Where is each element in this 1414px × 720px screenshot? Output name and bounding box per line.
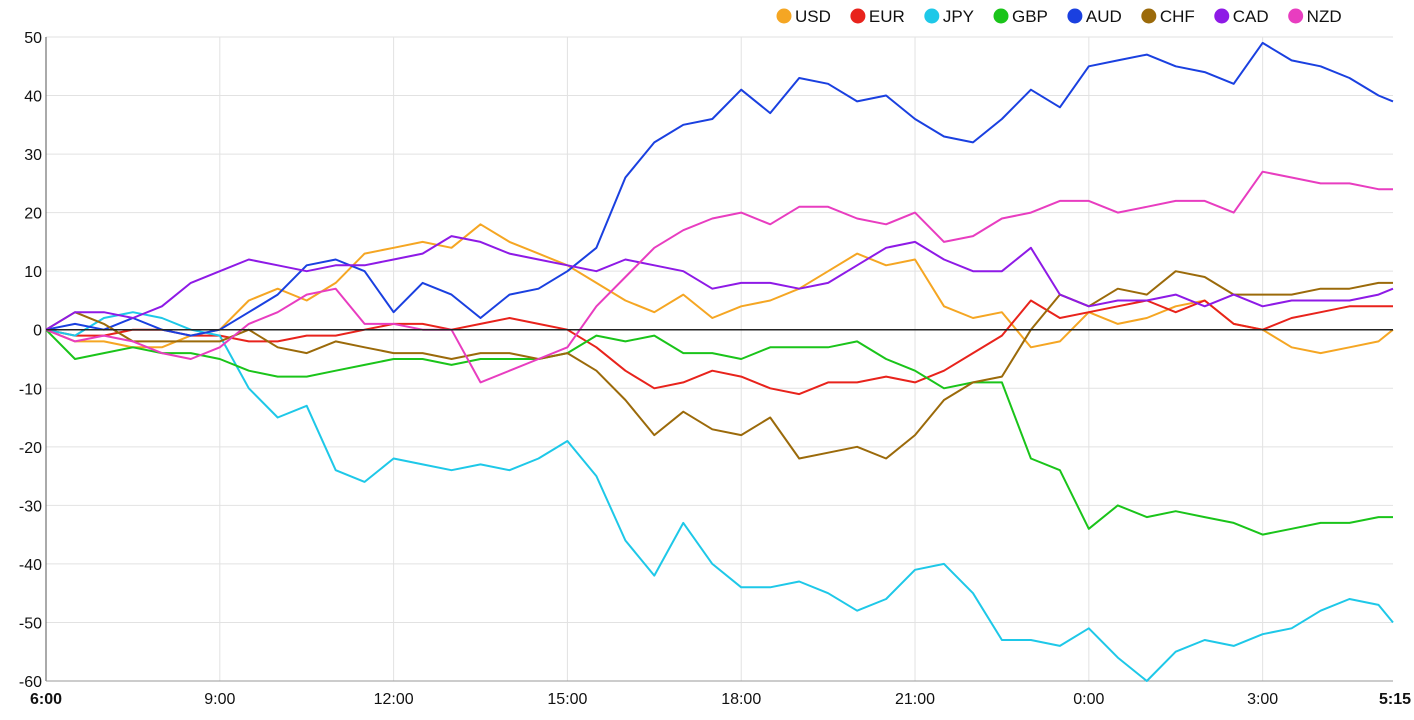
y-tick-label: -40 <box>19 557 42 574</box>
legend-label-gbp: GBP <box>1012 7 1048 26</box>
series-line-jpy <box>45 311 1394 682</box>
series-line-gbp <box>45 328 1393 536</box>
x-tick-label: 18:00 <box>721 691 761 708</box>
legend-marker-nzd <box>1288 8 1304 24</box>
y-tick-label: 20 <box>24 206 42 223</box>
series-line-chf <box>45 270 1393 460</box>
y-tick-label: -50 <box>19 615 42 632</box>
series-line-eur <box>45 299 1393 396</box>
y-tick-label: 10 <box>24 264 42 281</box>
x-tick-label: 21:00 <box>895 691 935 708</box>
x-tick-label: 9:00 <box>204 691 235 708</box>
legend-marker-jpy <box>924 8 940 24</box>
series-lines <box>45 41 1394 682</box>
series-line-nzd <box>45 170 1393 384</box>
x-tick-label: 12:00 <box>374 691 414 708</box>
x-tick-label: 3:00 <box>1247 691 1278 708</box>
y-tick-label: -30 <box>19 498 42 515</box>
legend-marker-chf <box>1141 8 1157 24</box>
y-tick-label: 50 <box>24 30 42 47</box>
gridlines <box>46 36 1393 682</box>
y-tick-label: 0 <box>33 323 42 340</box>
x-tick-label: 6:00 <box>30 691 62 708</box>
y-tick-label: 30 <box>24 147 42 164</box>
legend-label-nzd: NZD <box>1307 7 1342 26</box>
legend-label-usd: USD <box>795 7 831 26</box>
legend-marker-usd <box>776 8 792 24</box>
legend-label-cad: CAD <box>1233 7 1269 26</box>
x-tick-label: 0:00 <box>1073 691 1104 708</box>
y-tick-label: -10 <box>19 381 42 398</box>
x-tick-label: 5:15 <box>1379 691 1411 708</box>
legend-marker-eur <box>850 8 866 24</box>
legend-marker-gbp <box>993 8 1009 24</box>
legend: USD EUR JPY GBP AUD CHF CAD NZD <box>776 7 1342 26</box>
legend-marker-aud <box>1067 8 1083 24</box>
y-tick-label: -20 <box>19 440 42 457</box>
series-line-usd <box>45 223 1394 355</box>
legend-label-jpy: JPY <box>943 7 974 26</box>
x-tick-label: 15:00 <box>547 691 587 708</box>
y-tick-label: 40 <box>24 89 42 106</box>
series-line-aud <box>45 41 1394 337</box>
legend-label-eur: EUR <box>869 7 905 26</box>
y-tick-label: -60 <box>19 674 42 691</box>
legend-label-chf: CHF <box>1160 7 1195 26</box>
axes: 50 40 30 20 10 0 -10 -20 -30 -40 -50 -606:00 9:00 12:… <box>19 30 1411 708</box>
legend-label-aud: AUD <box>1086 7 1122 26</box>
series-line-cad <box>45 235 1394 331</box>
legend-marker-cad <box>1214 8 1230 24</box>
